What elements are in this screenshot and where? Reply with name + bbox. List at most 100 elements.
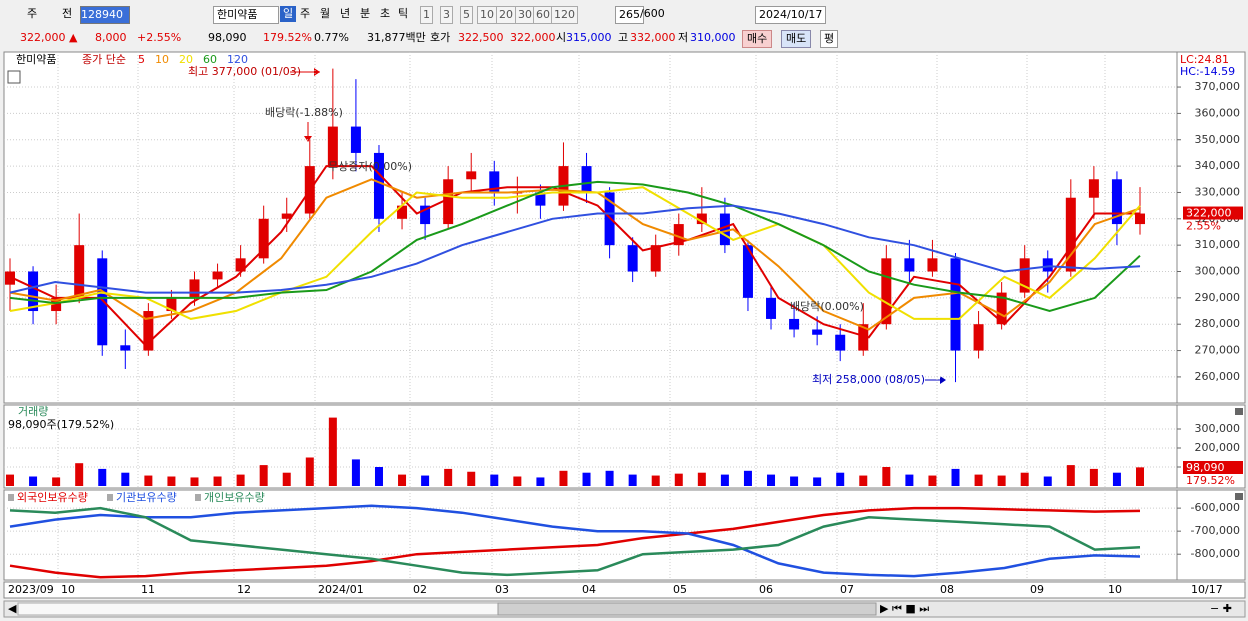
toolbar-item[interactable]: 초 [380, 7, 391, 20]
x-tick-label: 04 [582, 583, 596, 596]
legend-entry: 60 [203, 53, 217, 66]
candle-body [281, 213, 292, 219]
info-item: 310,000 [690, 31, 736, 44]
toolbar-item[interactable]: 일 [280, 6, 297, 22]
candle-body [74, 245, 85, 298]
y-tick-label: 280,000 [1195, 317, 1241, 330]
toolbar-item[interactable]: 년 [340, 7, 351, 20]
info-item: 0.77% [314, 31, 349, 44]
volume-bar [328, 417, 337, 486]
price-tag-label: 322,000 [1186, 207, 1232, 220]
candle-body [881, 258, 892, 325]
volume-bar [98, 468, 107, 486]
info-item[interactable]: 평 [820, 30, 839, 48]
volume-bar [559, 470, 568, 486]
y-tick-label: 270,000 [1195, 344, 1241, 357]
candle-body [650, 245, 661, 272]
line [9, 506, 1141, 577]
toolbar-item[interactable]: 전 [62, 7, 73, 20]
x-tick-label: 07 [840, 583, 854, 596]
candle-body [719, 213, 730, 246]
candle-body [327, 126, 338, 167]
volume-bar [6, 474, 14, 486]
volume-bar [836, 472, 845, 486]
annotation: 무상증자(0.00%) [328, 160, 412, 173]
info-item: 322,000 [510, 31, 556, 44]
candle-body [97, 258, 108, 346]
x-tick-label: 10/17 [1191, 583, 1223, 596]
legend-swatch [107, 494, 113, 501]
volume-bar [1066, 465, 1075, 486]
toolbar-item[interactable]: 2024/10/17 [755, 6, 827, 24]
grid-icon[interactable] [7, 70, 21, 84]
volume-bar [1020, 472, 1029, 486]
close-icon[interactable] [1235, 408, 1243, 415]
info-item: 98,090 [208, 31, 247, 44]
legend-entry: 개인보유수량 [204, 491, 265, 504]
volume-bar [1112, 472, 1121, 486]
toolbar-item[interactable]: 10 [477, 6, 497, 24]
toolbar-item[interactable]: 분 [360, 7, 371, 20]
toolbar-item[interactable]: /600 [640, 7, 665, 20]
legend-entry: 외국인보유수량 [17, 491, 88, 504]
info-item: 고 [618, 31, 629, 44]
toolbar-item[interactable]: 265 [615, 6, 644, 24]
toolbar-item[interactable]: 30 [515, 6, 535, 24]
toolbar-item[interactable]: 60 [533, 6, 553, 24]
toolbar-item[interactable]: 5 [460, 6, 473, 24]
y-tick-label: 200,000 [1195, 441, 1241, 454]
close-icon[interactable] [1235, 493, 1243, 500]
candle-body [1019, 258, 1030, 293]
volume-bar [213, 476, 222, 486]
info-item: 31,877백만 [367, 31, 426, 44]
info-item[interactable]: 매도 [781, 30, 812, 48]
holding-panel [3, 489, 1178, 581]
toolbar-item[interactable]: 월 [320, 7, 331, 20]
candle-body [258, 218, 269, 259]
info-item[interactable]: 매수 [742, 30, 773, 48]
toolbar-item[interactable]: 주 [27, 7, 38, 20]
toolbar-item[interactable]: 128940 [80, 6, 130, 24]
volume-bar [444, 468, 453, 486]
volume-bar [467, 471, 476, 486]
candle-body [1111, 179, 1122, 225]
volume-bar [605, 470, 614, 486]
x-tick-label: 10 [61, 583, 75, 596]
legend-swatch [195, 494, 201, 501]
toolbar-item[interactable]: 20 [496, 6, 516, 24]
volume-bar [305, 457, 314, 486]
candle-body [996, 292, 1007, 325]
candle-body [51, 297, 62, 312]
y-tick-label: 310,000 [1195, 238, 1241, 251]
y-tick-label: 260,000 [1195, 370, 1241, 383]
toolbar-item[interactable]: 틱 [398, 7, 409, 20]
zoom-controls[interactable]: − ✚ [1210, 602, 1232, 615]
annotation: 배당락(0.00%) [790, 300, 864, 313]
toolbar-item[interactable]: 120 [551, 6, 578, 24]
toolbar-item[interactable]: 주 [300, 7, 311, 20]
volume-bar [582, 472, 591, 486]
volume-bar [882, 467, 891, 486]
volume-bar [628, 474, 637, 486]
volume-bar [1089, 468, 1098, 486]
price-tag [1183, 206, 1243, 220]
info-item: 179.52% [263, 31, 312, 44]
volume-bar [121, 472, 130, 486]
candle-body [143, 311, 154, 351]
annotation: 최저 258,000 (08/05) [812, 373, 925, 386]
volume-bar [513, 476, 522, 486]
scroll-controls[interactable]: ▶ ⏮ ■ ⏭ [880, 602, 929, 615]
candle-body [350, 126, 361, 153]
volume-bar [75, 463, 84, 486]
toolbar-item[interactable]: 한미약품 [213, 6, 279, 24]
candle-body [120, 345, 131, 351]
volume-bar [905, 474, 914, 486]
volume-bar [1136, 467, 1144, 486]
candle-body [235, 258, 246, 272]
scroll-left[interactable]: ◀ [8, 602, 17, 615]
volume-bar [536, 477, 545, 486]
toolbar-item[interactable]: 1 [420, 6, 433, 24]
toolbar-item[interactable]: 3 [440, 6, 453, 24]
scroll-thumb[interactable] [497, 602, 877, 616]
